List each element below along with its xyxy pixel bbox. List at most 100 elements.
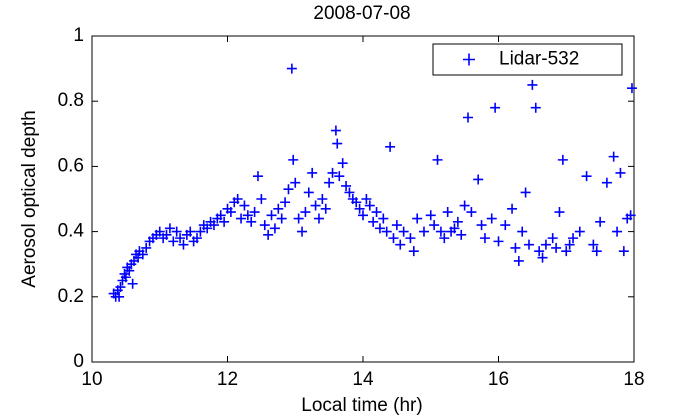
marker bbox=[168, 236, 179, 247]
marker bbox=[269, 223, 280, 234]
y-tick-label: 0 bbox=[73, 351, 84, 372]
marker bbox=[324, 177, 335, 188]
marker bbox=[334, 171, 345, 182]
marker bbox=[341, 180, 352, 191]
x-tick-label: 10 bbox=[81, 369, 102, 390]
marker bbox=[286, 63, 297, 74]
legend-marker bbox=[463, 53, 475, 66]
marker bbox=[141, 242, 152, 253]
marker bbox=[618, 246, 629, 257]
marker bbox=[219, 216, 230, 227]
marker bbox=[195, 226, 206, 237]
marker bbox=[351, 197, 362, 208]
marker bbox=[473, 174, 484, 185]
marker bbox=[591, 246, 602, 257]
marker bbox=[557, 154, 568, 165]
marker bbox=[137, 249, 148, 260]
legend-label: Lidar-532 bbox=[499, 49, 579, 70]
marker bbox=[297, 226, 308, 237]
marker bbox=[588, 239, 599, 250]
marker bbox=[554, 207, 565, 218]
marker bbox=[581, 171, 592, 182]
marker bbox=[344, 187, 355, 198]
marker bbox=[608, 151, 619, 162]
marker bbox=[232, 194, 243, 204]
marker bbox=[615, 167, 626, 178]
marker bbox=[252, 171, 263, 182]
marker bbox=[537, 252, 548, 263]
y-tick-label: 0.2 bbox=[58, 286, 84, 307]
marker bbox=[527, 79, 538, 90]
marker bbox=[303, 187, 314, 198]
marker bbox=[625, 210, 636, 221]
marker bbox=[239, 200, 250, 211]
chart-title: 2008-07-08 bbox=[313, 3, 410, 24]
marker bbox=[263, 229, 274, 240]
marker bbox=[507, 203, 518, 214]
marker bbox=[564, 239, 575, 250]
marker bbox=[388, 233, 399, 244]
marker bbox=[236, 213, 247, 224]
marker bbox=[612, 226, 623, 237]
marker bbox=[361, 194, 372, 204]
marker bbox=[463, 112, 474, 123]
marker bbox=[320, 203, 331, 214]
marker bbox=[574, 226, 585, 237]
marker bbox=[154, 226, 165, 237]
marker bbox=[479, 233, 490, 244]
marker bbox=[161, 229, 172, 240]
marker bbox=[164, 223, 175, 234]
x-tick-label: 12 bbox=[217, 369, 238, 390]
marker bbox=[381, 226, 392, 237]
marker bbox=[385, 141, 396, 152]
marker bbox=[561, 246, 572, 257]
marker bbox=[310, 200, 321, 211]
marker bbox=[171, 226, 182, 237]
marker bbox=[429, 220, 440, 231]
marker bbox=[124, 265, 135, 276]
marker bbox=[242, 210, 253, 221]
x-tick-label: 16 bbox=[488, 369, 509, 390]
marker bbox=[273, 203, 284, 214]
x-tick-label: 18 bbox=[623, 369, 644, 390]
marker bbox=[534, 246, 545, 257]
marker bbox=[300, 207, 311, 218]
marker bbox=[466, 207, 477, 218]
marker bbox=[246, 216, 257, 227]
marker bbox=[249, 207, 260, 218]
marker bbox=[476, 220, 487, 231]
marker bbox=[127, 278, 138, 289]
marker bbox=[225, 207, 236, 218]
marker bbox=[456, 229, 467, 240]
marker bbox=[283, 184, 294, 195]
marker bbox=[391, 220, 402, 231]
marker bbox=[530, 102, 541, 113]
marker bbox=[208, 220, 219, 231]
marker bbox=[259, 220, 270, 231]
marker bbox=[178, 239, 189, 250]
marker bbox=[601, 177, 612, 188]
marker bbox=[332, 138, 343, 149]
marker bbox=[626, 83, 637, 94]
marker bbox=[439, 233, 450, 244]
marker bbox=[215, 210, 226, 221]
marker bbox=[313, 213, 324, 224]
marker bbox=[327, 167, 338, 178]
marker bbox=[425, 210, 436, 221]
marker bbox=[405, 233, 416, 244]
marker bbox=[449, 223, 460, 234]
marker bbox=[337, 158, 348, 169]
marker bbox=[378, 213, 389, 224]
marker bbox=[358, 210, 368, 221]
marker bbox=[175, 233, 186, 244]
marker bbox=[354, 203, 365, 214]
marker bbox=[371, 207, 382, 218]
marker bbox=[202, 223, 213, 234]
marker bbox=[330, 125, 341, 136]
marker bbox=[288, 154, 299, 165]
marker bbox=[486, 213, 497, 224]
x-axis-label: Local time (hr) bbox=[301, 395, 422, 416]
marker bbox=[510, 242, 521, 253]
marker bbox=[459, 200, 470, 211]
